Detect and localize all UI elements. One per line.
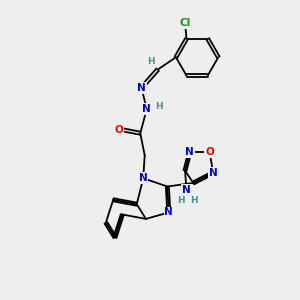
Text: N: N xyxy=(139,173,148,183)
Text: H: H xyxy=(190,196,198,206)
Text: O: O xyxy=(205,147,214,157)
Text: Cl: Cl xyxy=(179,18,191,28)
Text: N: N xyxy=(182,185,191,195)
Text: N: N xyxy=(185,147,194,157)
Text: H: H xyxy=(155,102,163,111)
Text: N: N xyxy=(164,207,173,218)
Text: N: N xyxy=(137,83,146,93)
Text: O: O xyxy=(114,125,123,135)
Text: H: H xyxy=(147,57,155,66)
Text: N: N xyxy=(209,168,218,178)
Text: N: N xyxy=(142,104,151,114)
Text: H: H xyxy=(177,196,185,206)
